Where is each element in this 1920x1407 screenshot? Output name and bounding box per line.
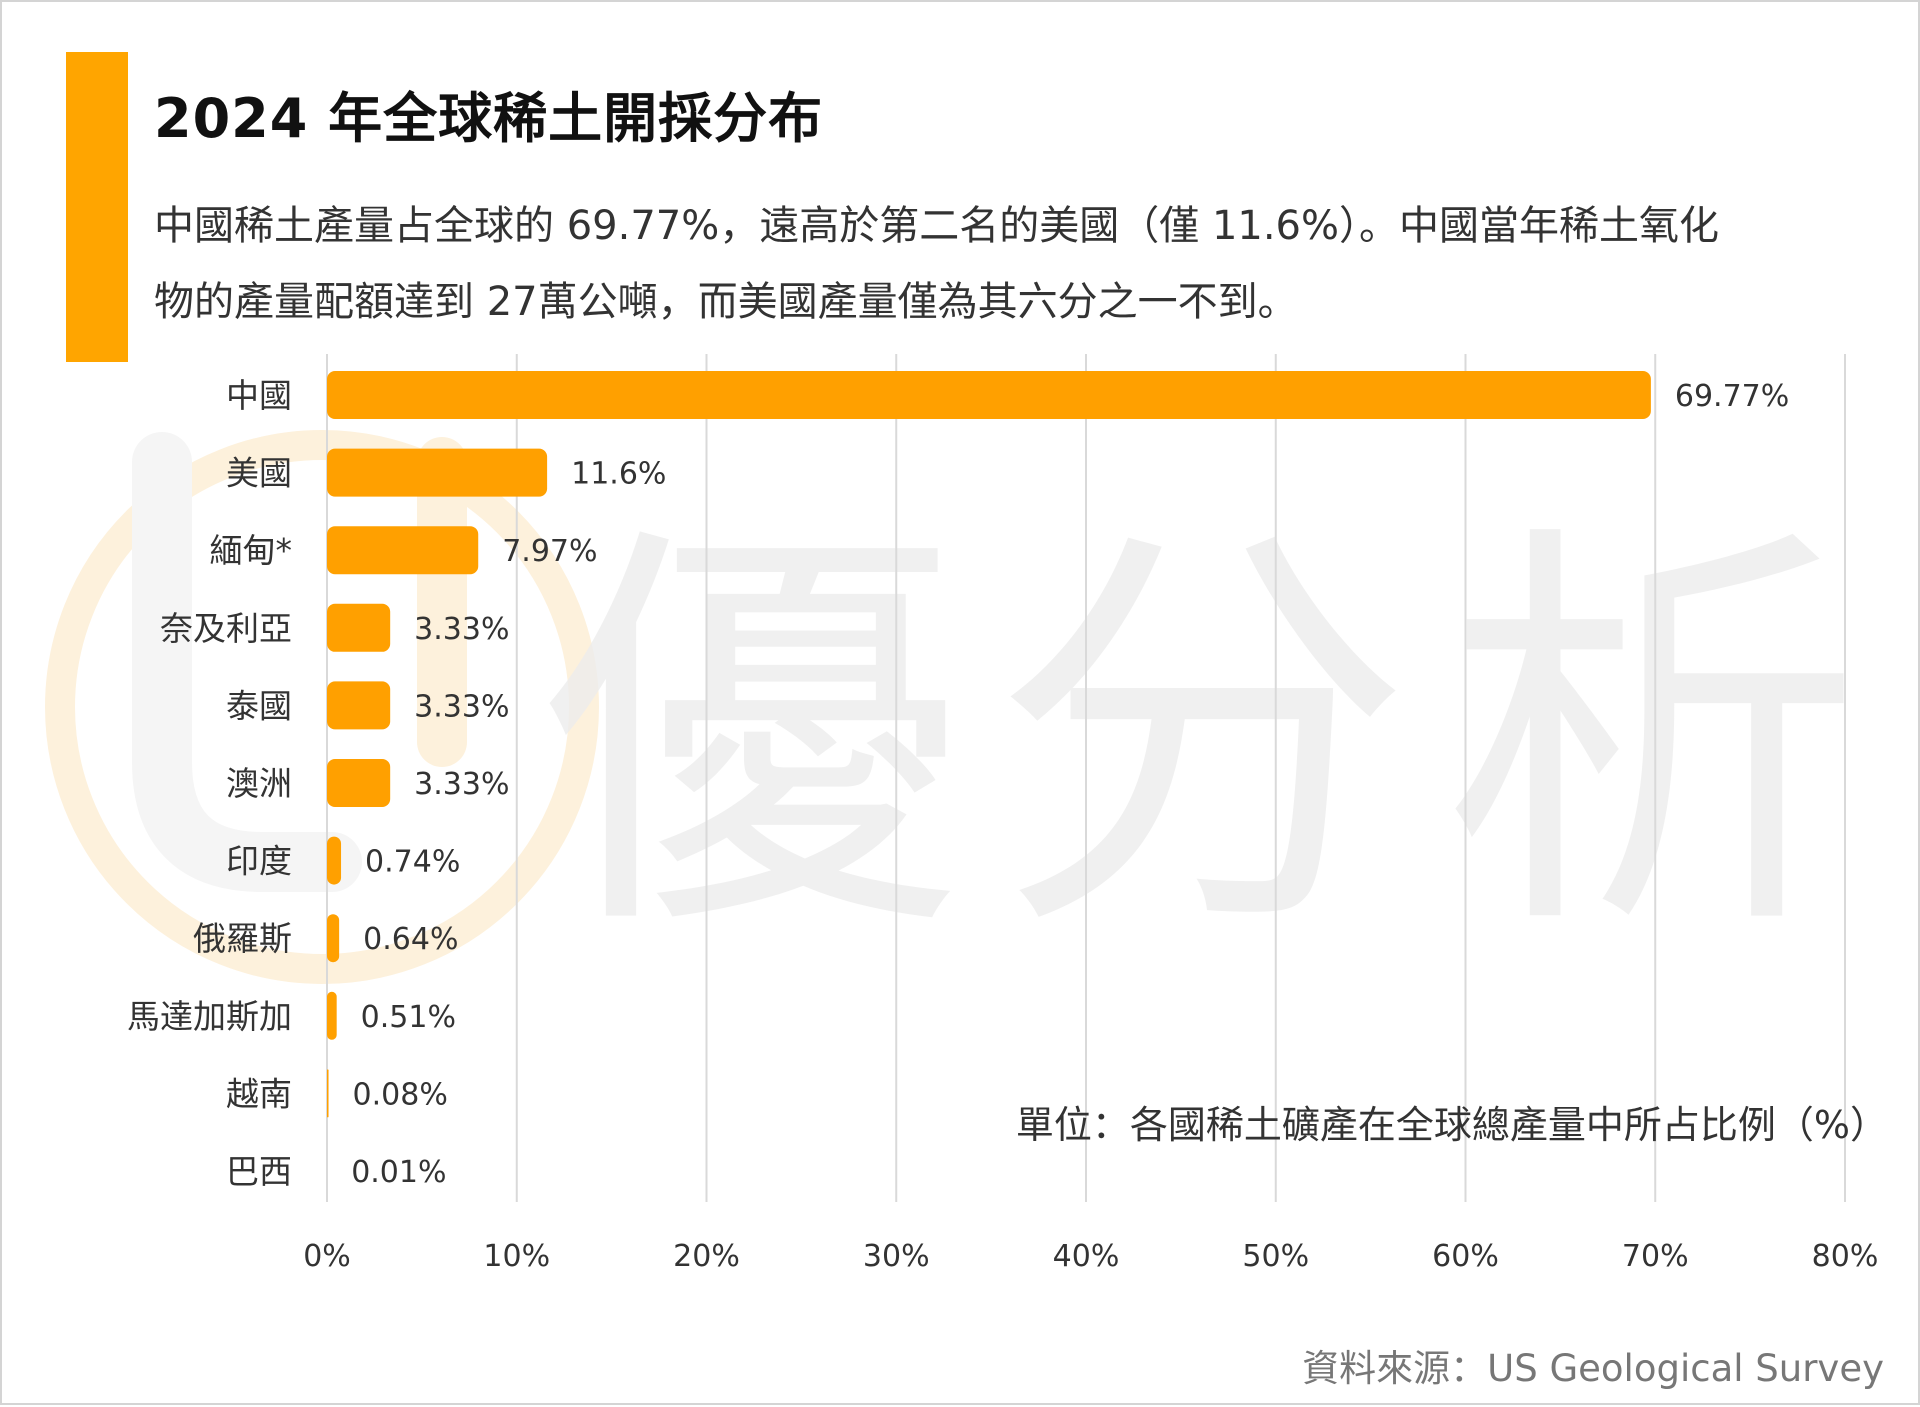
x-tick-label: 80% [1812,1239,1879,1274]
data-label: 3.33% [414,767,509,802]
bar [327,914,340,963]
bar [327,448,548,497]
x-tick-label: 0% [303,1239,351,1274]
source-note: 資料來源：US Geological Survey [1302,1347,1884,1390]
x-tick-label: 40% [1053,1239,1120,1274]
accent-bar [66,52,128,362]
category-label: 越南 [226,1074,292,1113]
bar [327,836,342,885]
data-label: 0.01% [351,1155,446,1190]
data-label: 69.77% [1675,379,1789,414]
bar [327,603,391,652]
bar [327,526,479,575]
bar [327,1069,329,1118]
data-label: 0.74% [365,845,460,880]
category-label: 澳洲 [226,764,292,803]
chart-subtitle: 中國稀土產量占全球的 69.77%，遠高於第二名的美國（僅 11.6%）。中國當… [154,203,1720,325]
bar [327,759,391,807]
unit-note: 單位：各國稀土礦產在全球總產量中所占比例（%） [1015,1103,1888,1147]
chart-title: 2024 年全球稀土開採分布 [154,87,824,150]
data-label: 7.97% [502,534,597,569]
data-label: 3.33% [414,612,509,647]
category-label: 奈及利亞 [160,609,292,648]
x-tick-label: 30% [863,1239,930,1274]
bar [327,991,337,1040]
bar [327,681,391,730]
x-tick-label: 50% [1242,1239,1309,1274]
grid-lines [326,354,1846,1202]
category-label: 印度 [226,842,292,881]
data-label: 0.64% [363,922,458,957]
category-label: 緬甸* [210,531,293,570]
data-label: 0.51% [361,1000,456,1035]
category-label: 中國 [226,376,292,415]
category-label: 馬達加斯加 [127,997,292,1036]
category-label: 巴西 [226,1152,292,1191]
data-label: 11.6% [571,457,666,492]
data-label: 3.33% [414,689,509,724]
data-label: 0.08% [353,1077,448,1112]
x-tick-label: 70% [1622,1239,1689,1274]
bar [327,371,1651,419]
category-label: 泰國 [226,686,292,725]
labels: 0% 10% 20% 30% 40% 50% 60% 70% 80% 中國 69.77% 美國 11.6… [127,376,1878,1274]
category-label: 俄羅斯 [193,919,292,958]
x-tick-label: 60% [1432,1239,1499,1274]
x-tick-label: 10% [483,1239,550,1274]
x-tick-label: 20% [673,1239,740,1274]
bars [327,371,1651,1118]
category-label: 美國 [226,454,292,493]
